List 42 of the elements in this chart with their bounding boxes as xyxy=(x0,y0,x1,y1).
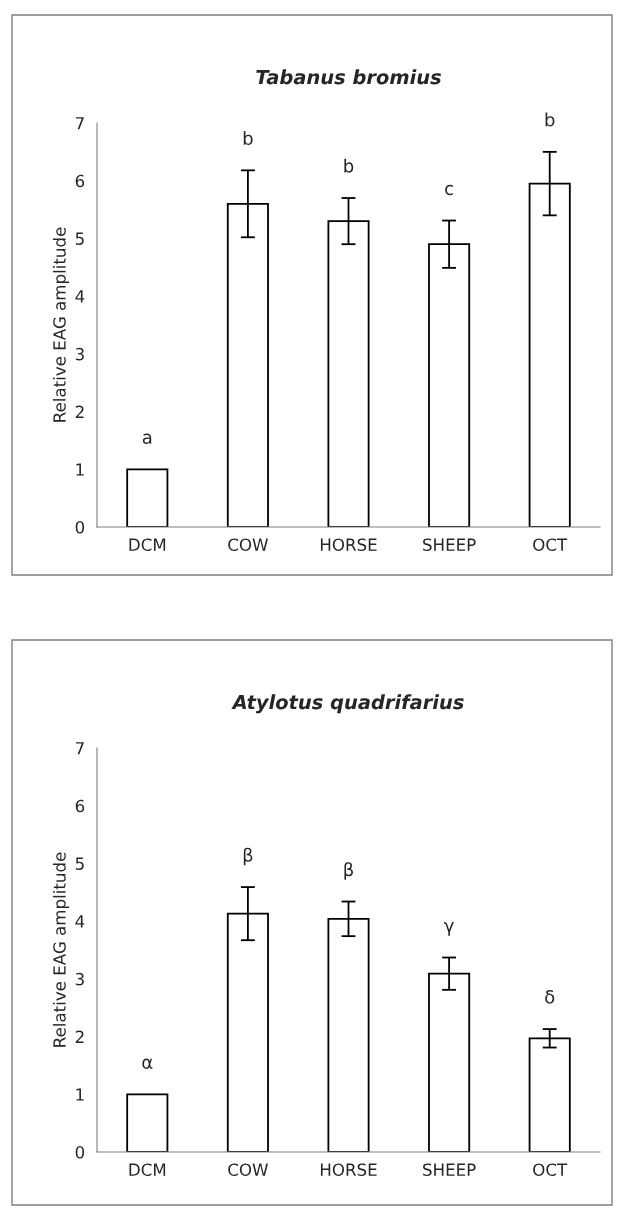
y-tick-label: 0 xyxy=(75,520,85,534)
y-tick-label: 5 xyxy=(75,857,84,870)
annotation: γ xyxy=(444,922,454,936)
y-tick-label: 7 xyxy=(75,117,84,130)
y-axis-title: Relative EAG amplitude xyxy=(52,852,70,1047)
x-tick-label: SHEEP xyxy=(423,538,476,552)
y-tick-label: 2 xyxy=(75,405,84,418)
y-tick-label: 6 xyxy=(75,174,85,188)
x-tick-label: OCT xyxy=(533,1163,568,1177)
y-tick-label: 5 xyxy=(75,232,84,245)
bar xyxy=(126,468,169,527)
y-tick-label: 7 xyxy=(75,742,84,755)
y-tick-label: 0 xyxy=(75,1145,85,1159)
y-tick-label: 3 xyxy=(75,347,84,361)
bar xyxy=(126,1093,169,1152)
annotation: b xyxy=(545,112,555,127)
x-tick-label: COW xyxy=(228,1163,268,1177)
x-tick-label: HORSE xyxy=(320,1163,377,1177)
y-tick-label: 3 xyxy=(75,972,84,986)
x-tick-label: DCM xyxy=(129,538,166,552)
y-tick-label: 2 xyxy=(75,1030,84,1043)
annotation: δ xyxy=(545,990,555,1004)
annotation: a xyxy=(142,433,152,444)
y-tick-label: 6 xyxy=(75,799,85,813)
y-tick-label: 4 xyxy=(75,915,85,928)
chart-title: Atylotus quadrifarius xyxy=(231,694,464,714)
y-tick-label: 1 xyxy=(76,463,84,476)
annotation: β xyxy=(344,862,353,880)
x-tick-label: HORSE xyxy=(320,538,377,552)
annotation: c xyxy=(445,184,453,196)
y-tick-label: 4 xyxy=(75,290,85,303)
x-tick-label: OCT xyxy=(533,538,568,552)
x-tick-label: DCM xyxy=(129,1163,166,1177)
x-tick-label: COW xyxy=(228,538,268,552)
y-axis-title: Relative EAG amplitude xyxy=(52,227,70,422)
y-tick-label: 1 xyxy=(76,1088,84,1101)
annotation: b xyxy=(344,158,354,173)
x-tick-label: SHEEP xyxy=(423,1163,476,1177)
chart-title: Tabanus bromius xyxy=(256,69,441,85)
annotation: b xyxy=(243,131,253,146)
annotation: β xyxy=(243,847,253,866)
annotation: α xyxy=(142,1058,153,1069)
